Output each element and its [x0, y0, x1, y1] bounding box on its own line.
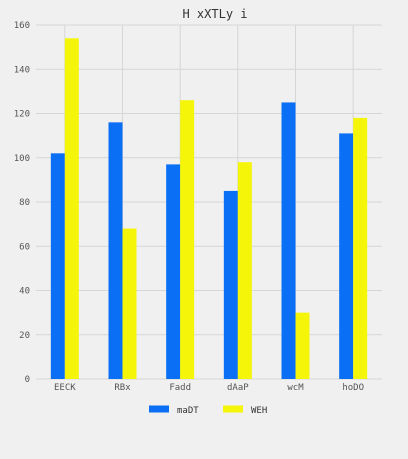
bar-maDT-Fadd — [166, 164, 181, 379]
bar-maDT-hoDO — [339, 133, 354, 379]
bar-WEH-RBx — [122, 228, 137, 379]
bar-WEH-wcM — [295, 312, 310, 379]
bar-maDT-RBx — [108, 122, 123, 379]
bar-maDT-EECK — [50, 153, 65, 379]
grid-lines — [36, 24, 382, 380]
chart-title: H xXTLy i — [182, 7, 247, 21]
y-tick-label: 160 — [14, 21, 30, 31]
legend-swatch-maDT — [149, 405, 169, 413]
bar-WEH-EECK — [64, 38, 79, 380]
y-tick-label: 100 — [14, 154, 30, 164]
bar-maDT-wcM — [281, 102, 296, 379]
y-tick-label: 0 — [25, 375, 30, 385]
y-tick-label: 120 — [14, 110, 30, 120]
y-tick-label: 20 — [19, 331, 30, 341]
y-tick-label: 140 — [14, 65, 30, 75]
x-tick-label: wcM — [287, 383, 304, 393]
y-tick-label: 60 — [19, 242, 30, 252]
bar-WEH-hoDO — [353, 117, 368, 380]
bar-maDT-dAaP — [223, 190, 238, 379]
bar-WEH-dAaP — [237, 162, 252, 379]
bars — [50, 38, 368, 380]
legend: maDT WEH — [149, 405, 267, 416]
x-axis-tick-labels: EECK RBx Fadd dAaP wcM hoDO — [54, 383, 364, 393]
y-tick-label: 80 — [19, 198, 30, 208]
x-tick-label: Fadd — [169, 383, 191, 393]
x-tick-label: EECK — [54, 383, 76, 393]
legend-label-WEH: WEH — [251, 406, 267, 416]
x-tick-label: hoDO — [342, 383, 364, 393]
y-tick-label: 40 — [19, 287, 30, 297]
bar-WEH-Fadd — [180, 100, 195, 379]
x-tick-label: dAaP — [227, 383, 249, 393]
legend-label-maDT: maDT — [177, 406, 199, 416]
legend-swatch-WEH — [223, 405, 243, 413]
y-axis-tick-labels: 0 20 40 60 80 100 120 140 160 — [14, 21, 30, 385]
x-tick-label: RBx — [114, 383, 131, 393]
